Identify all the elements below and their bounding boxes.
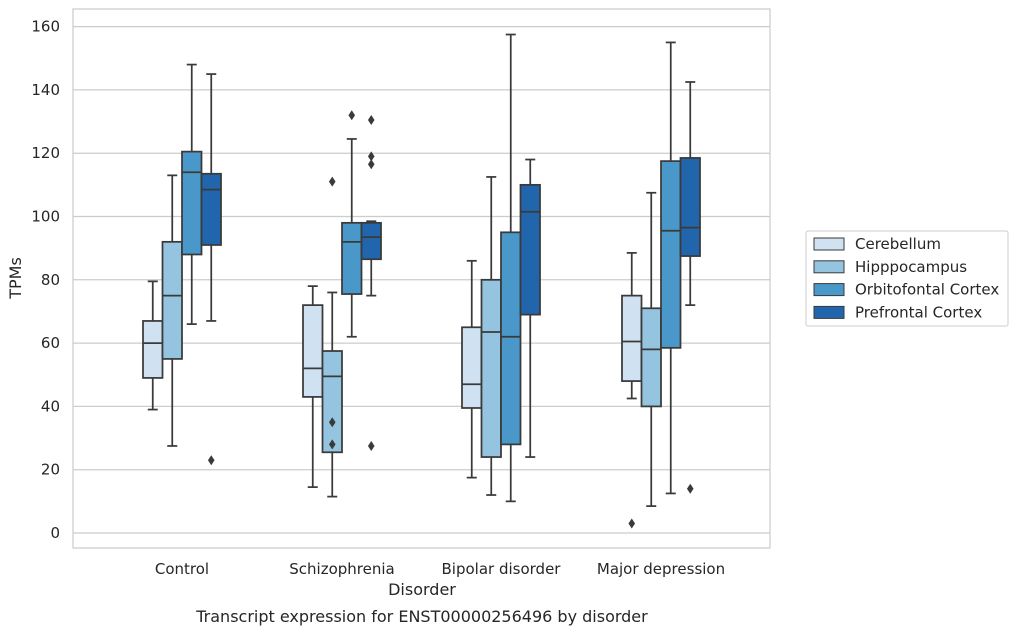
outlier-point bbox=[348, 110, 356, 121]
legend-swatch bbox=[813, 283, 845, 297]
outlier-point bbox=[686, 483, 694, 494]
box-1-3 bbox=[640, 191, 662, 507]
box-iqr bbox=[181, 150, 203, 256]
y-tick-label: 120 bbox=[31, 144, 60, 162]
y-tick-labels: 0 20 40 60 80 100 120 140 160 bbox=[31, 18, 60, 542]
y-axis-label: TPMs bbox=[6, 257, 25, 300]
legend-swatch bbox=[813, 305, 845, 319]
x-tick-labels: Control Schizophrenia Bipolar disorder Majo… bbox=[155, 560, 725, 578]
box-2-2 bbox=[500, 33, 522, 503]
box-iqr bbox=[679, 157, 701, 257]
box-3-1 bbox=[360, 114, 382, 451]
outlier-point bbox=[207, 455, 215, 466]
outlier-point bbox=[367, 159, 375, 170]
legend-label: Cerebellum bbox=[855, 235, 941, 253]
x-tick-label: Major depression bbox=[597, 560, 725, 578]
box-iqr bbox=[161, 240, 183, 360]
outlier-point bbox=[328, 417, 336, 428]
box-1-1 bbox=[321, 176, 343, 498]
legend-label: Orbitofontal Cortex bbox=[855, 281, 999, 299]
box-iqr bbox=[360, 221, 382, 261]
box-3-2 bbox=[519, 158, 541, 458]
legend-label: Hipppocampus bbox=[855, 258, 967, 276]
legend: Cerebellum Hipppocampus Orbitofontal Corte… bbox=[805, 230, 1009, 327]
box-0-0 bbox=[142, 280, 164, 411]
box-2-3 bbox=[660, 41, 682, 495]
plot-frame bbox=[72, 8, 771, 549]
box-iqr bbox=[321, 350, 343, 454]
box-iqr bbox=[461, 326, 483, 409]
box-0-3 bbox=[621, 252, 643, 529]
box-iqr bbox=[660, 160, 682, 349]
box-iqr bbox=[142, 320, 164, 379]
box-1-2 bbox=[480, 176, 502, 496]
x-tick-label: Schizophrenia bbox=[289, 560, 394, 578]
box-iqr bbox=[480, 278, 502, 458]
outlier-point bbox=[367, 440, 375, 451]
box-iqr bbox=[640, 307, 662, 408]
box-2-1 bbox=[341, 110, 363, 338]
y-tick-label: 160 bbox=[31, 18, 60, 36]
y-tick-label: 40 bbox=[41, 397, 60, 415]
box-iqr bbox=[621, 294, 643, 382]
legend-swatch bbox=[813, 237, 845, 251]
y-tick-label: 100 bbox=[31, 208, 60, 226]
y-tick-label: 60 bbox=[41, 334, 60, 352]
boxes bbox=[142, 33, 701, 529]
y-tick-label: 140 bbox=[31, 81, 60, 99]
box-iqr bbox=[519, 183, 541, 316]
legend-frame bbox=[805, 230, 1009, 327]
box-iqr bbox=[341, 221, 363, 295]
outlier-point bbox=[328, 439, 336, 450]
outlier-point bbox=[328, 176, 336, 187]
box-3-3 bbox=[679, 81, 701, 494]
box-3-0 bbox=[200, 73, 222, 466]
legend-items: Cerebellum Hipppocampus Orbitofontal Corte… bbox=[813, 235, 999, 321]
legend-label: Prefrontal Cortex bbox=[855, 303, 982, 321]
x-tick-label: Bipolar disorder bbox=[442, 560, 562, 578]
x-tick-label: Control bbox=[155, 560, 209, 578]
box-iqr bbox=[500, 231, 522, 446]
outlier-point bbox=[367, 114, 375, 125]
outlier-point bbox=[367, 151, 375, 162]
y-tick-label: 80 bbox=[41, 271, 60, 289]
legend-swatch bbox=[813, 260, 845, 274]
y-tick-label: 20 bbox=[41, 461, 60, 479]
box-0-1 bbox=[302, 285, 324, 488]
box-1-0 bbox=[161, 174, 183, 447]
box-2-0 bbox=[181, 63, 203, 325]
outlier-point bbox=[628, 518, 636, 529]
y-tick-label: 0 bbox=[50, 524, 60, 542]
box-iqr bbox=[200, 172, 222, 246]
x-axis-label: Disorder bbox=[388, 580, 456, 599]
box-iqr bbox=[302, 304, 324, 398]
box-0-2 bbox=[461, 259, 483, 479]
figure-caption: Transcript expression for ENST0000025649… bbox=[195, 607, 648, 626]
